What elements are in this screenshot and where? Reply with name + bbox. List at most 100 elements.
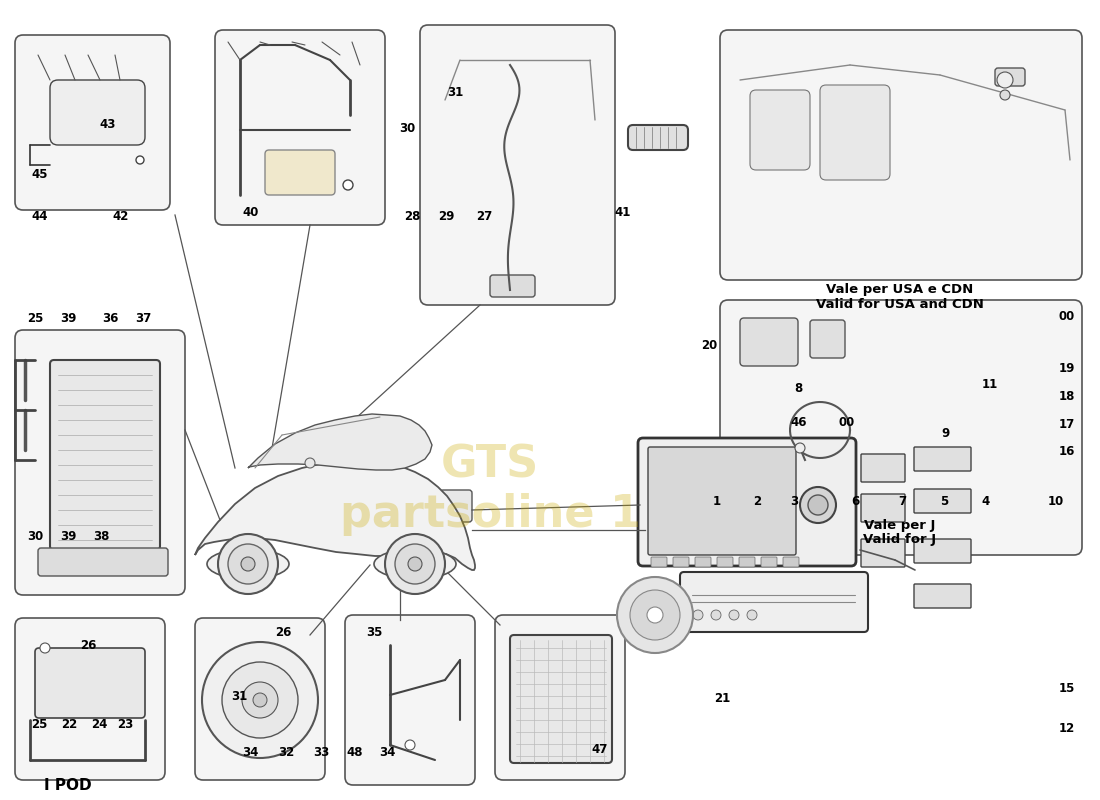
FancyBboxPatch shape [651,557,667,567]
Circle shape [222,662,298,738]
Text: 35: 35 [366,626,382,638]
Ellipse shape [374,549,456,579]
Text: 24: 24 [91,718,107,731]
Text: 9: 9 [942,427,950,440]
Text: 25: 25 [28,312,43,325]
Text: 23: 23 [118,718,133,731]
FancyBboxPatch shape [740,318,798,366]
Text: 2: 2 [752,495,761,508]
Text: 1: 1 [713,495,722,508]
FancyBboxPatch shape [15,618,165,780]
FancyBboxPatch shape [914,584,971,608]
FancyBboxPatch shape [717,557,733,567]
Text: 27: 27 [476,210,492,222]
FancyBboxPatch shape [996,68,1025,86]
FancyBboxPatch shape [345,615,475,785]
Text: 15: 15 [1059,682,1075,694]
Circle shape [808,495,828,515]
Circle shape [408,557,422,571]
Text: 11: 11 [982,378,998,390]
Text: 00: 00 [1059,310,1075,322]
FancyBboxPatch shape [720,30,1082,280]
Text: Vale per USA e CDN: Vale per USA e CDN [826,283,974,297]
FancyBboxPatch shape [783,557,799,567]
FancyBboxPatch shape [214,30,385,225]
Circle shape [241,557,255,571]
FancyBboxPatch shape [695,557,711,567]
Circle shape [647,607,663,623]
Circle shape [630,590,680,640]
FancyBboxPatch shape [761,557,777,567]
Text: 5: 5 [939,495,948,508]
Text: 18: 18 [1059,390,1075,402]
Text: GTS
partsoline 1: GTS partsoline 1 [340,443,640,536]
Circle shape [747,610,757,620]
Text: 7: 7 [898,495,906,508]
FancyBboxPatch shape [820,85,890,180]
Text: 32: 32 [278,746,294,758]
Circle shape [305,458,315,468]
Circle shape [711,610,720,620]
Text: 31: 31 [232,690,248,702]
Circle shape [218,534,278,594]
Text: 4: 4 [981,495,990,508]
FancyBboxPatch shape [861,454,905,482]
Text: 10: 10 [1048,495,1064,508]
Text: Vale per J: Vale per J [865,518,936,531]
Text: 39: 39 [60,312,76,325]
FancyBboxPatch shape [490,275,535,297]
FancyBboxPatch shape [739,557,755,567]
Text: 36: 36 [102,312,118,325]
Text: 26: 26 [276,626,292,638]
Circle shape [202,642,318,758]
Text: 22: 22 [62,718,77,731]
Text: 25: 25 [32,718,47,731]
FancyBboxPatch shape [510,635,612,763]
Text: 26: 26 [80,639,96,652]
Circle shape [343,180,353,190]
Text: 6: 6 [851,495,860,508]
Circle shape [1000,90,1010,100]
Text: 00: 00 [839,416,855,429]
Text: 20: 20 [702,339,717,352]
FancyBboxPatch shape [628,125,688,150]
Circle shape [385,534,446,594]
Text: 30: 30 [399,122,415,134]
Circle shape [693,610,703,620]
FancyBboxPatch shape [810,320,845,358]
Circle shape [617,577,693,653]
Circle shape [405,740,415,750]
Text: 17: 17 [1059,418,1075,430]
Circle shape [40,643,49,653]
Text: 39: 39 [60,530,76,542]
Text: 28: 28 [405,210,420,222]
Text: 33: 33 [314,746,329,758]
FancyBboxPatch shape [648,447,796,555]
Text: 40: 40 [243,206,258,218]
Text: 41: 41 [615,206,630,218]
Text: 37: 37 [135,312,151,325]
Circle shape [800,487,836,523]
Text: 12: 12 [1059,722,1075,734]
Text: 34: 34 [243,746,258,758]
FancyBboxPatch shape [673,557,689,567]
Circle shape [136,156,144,164]
Text: 38: 38 [94,530,109,542]
Text: Valid for J: Valid for J [864,534,936,546]
FancyBboxPatch shape [265,150,336,195]
Text: 16: 16 [1059,446,1075,458]
Text: 30: 30 [28,530,43,542]
Text: 47: 47 [592,743,607,756]
Text: 8: 8 [794,382,803,394]
Text: I POD: I POD [44,778,91,793]
FancyBboxPatch shape [50,360,160,550]
Circle shape [997,72,1013,88]
Text: 43: 43 [100,118,116,130]
FancyBboxPatch shape [15,35,170,210]
FancyBboxPatch shape [680,572,868,632]
FancyBboxPatch shape [914,447,971,471]
FancyBboxPatch shape [750,90,810,170]
Text: 42: 42 [113,210,129,222]
Text: 29: 29 [439,210,454,222]
Circle shape [795,443,805,453]
